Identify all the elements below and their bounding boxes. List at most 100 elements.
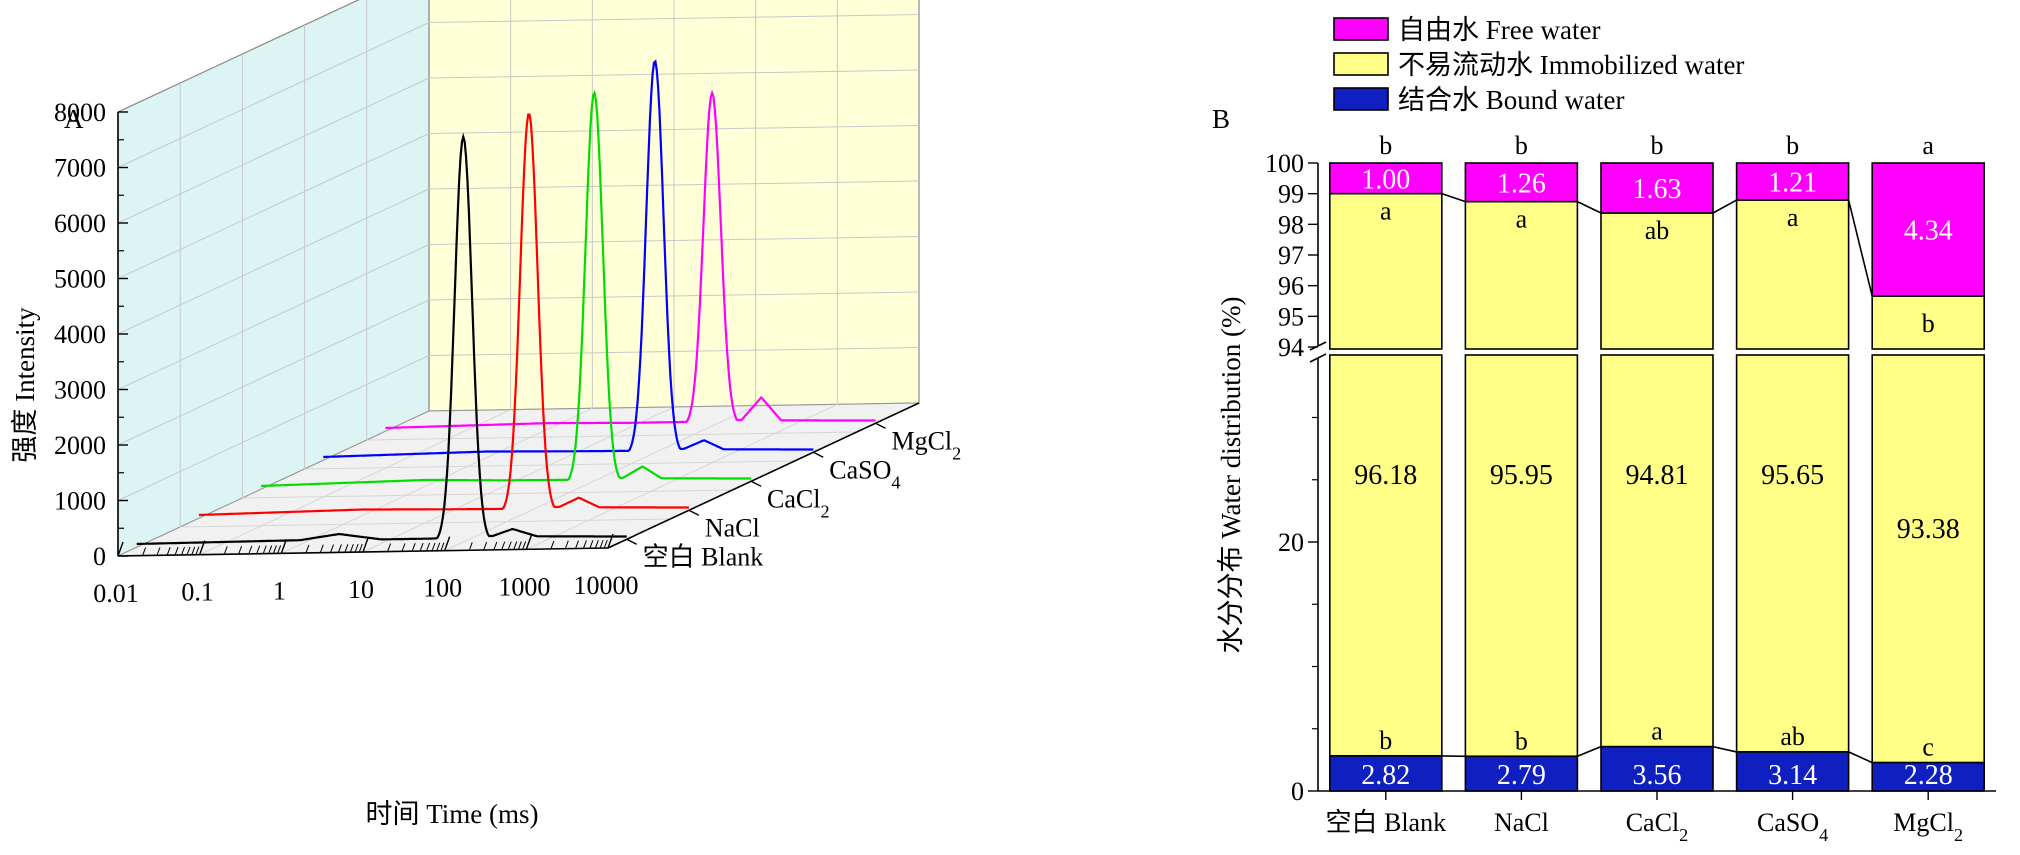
x-minor-tick: [513, 541, 518, 550]
depth-label: CaSO4: [829, 455, 900, 492]
bar-immobilized-lower: [1329, 354, 1443, 757]
floor-depthline: [180, 518, 671, 528]
x-minor-tick: [589, 540, 594, 549]
bar-bound: [1871, 761, 1985, 792]
bar-free: [1464, 162, 1579, 203]
bar-free: [1735, 162, 1850, 201]
bar-free: [1871, 162, 1985, 297]
y-tick-label: 6000: [54, 209, 106, 238]
x-category-label: CaSO4: [1757, 808, 1828, 845]
x-minor-tick: [440, 542, 445, 551]
left-gridline: [117, 77, 430, 224]
y-tick-label: 20: [1278, 528, 1304, 557]
bar-bound: [1329, 755, 1443, 792]
y-tick-label: 96: [1278, 272, 1304, 301]
immobilized-letter: ab: [1645, 216, 1670, 245]
x-minor-tick: [401, 543, 406, 552]
x-minor-tick: [468, 542, 473, 551]
x-minor-tick: [181, 546, 186, 556]
y-axis-title: 水分分布 Water distribution (%): [1216, 296, 1246, 653]
bar-immobilized-lower: [1871, 354, 1985, 764]
x-category-label: MgCl2: [1893, 808, 1963, 845]
y-tick-label: 2000: [54, 431, 106, 460]
immobilized-connector: [1577, 200, 1602, 214]
bound-letter: a: [1651, 717, 1663, 746]
x-minor-tick: [142, 547, 147, 556]
y-tick-label: 0: [1291, 777, 1304, 806]
free-value-label: 1.21: [1768, 168, 1817, 199]
y-tick-label: 99: [1278, 180, 1304, 209]
free-letter: b: [1515, 131, 1528, 160]
bar-free: [1329, 162, 1443, 195]
immobilized-letter: a: [1516, 205, 1528, 234]
x-tick: [444, 536, 451, 551]
x-minor-tick: [305, 544, 310, 554]
left-gridline: [117, 355, 430, 501]
immobilized-value-label: 94.81: [1626, 460, 1689, 491]
x-minor-tick: [358, 543, 363, 553]
x-tick-label: 100: [423, 574, 462, 603]
x-tick-label: 1000: [498, 572, 550, 601]
x-minor-tick: [330, 544, 334, 553]
x-minor-tick: [344, 544, 349, 553]
y-tick-label: 3000: [54, 376, 106, 405]
x-minor-tick: [483, 541, 488, 551]
x-tick: [280, 539, 287, 554]
series-line-3: [323, 59, 814, 459]
immobilized-value-label: 96.18: [1354, 460, 1417, 491]
x-minor-tick: [501, 541, 506, 550]
immobilized-value-label: 95.95: [1490, 460, 1553, 491]
depth-tick: [626, 538, 637, 545]
immobilized-connector: [1712, 199, 1737, 214]
bound-connector: [1848, 751, 1873, 764]
x-category-label: NaCl: [1494, 808, 1549, 837]
x-tick: [117, 541, 124, 557]
x-minor-tick: [349, 544, 354, 553]
series-line-0: [136, 132, 627, 546]
bound-connector: [1577, 745, 1602, 758]
y-axis-title: 强度 Intensity: [10, 307, 40, 463]
bound-value-label: 2.82: [1361, 760, 1410, 791]
bound-letter: b: [1515, 726, 1528, 755]
x-minor-tick: [272, 545, 277, 554]
legend-label: 不易流动水 Immobilized water: [1398, 50, 1744, 80]
bound-letter: ab: [1780, 722, 1805, 751]
depth-tick: [688, 509, 700, 516]
y-tick-label: 100: [1265, 149, 1304, 178]
x-minor-tick: [507, 541, 512, 550]
x-tick: [362, 537, 369, 553]
x-minor-tick: [594, 540, 599, 549]
bar-immobilized-lower: [1600, 354, 1714, 748]
x-minor-tick: [337, 544, 342, 553]
immobilized-value-label: 95.65: [1761, 460, 1824, 491]
bound-value-label: 3.14: [1768, 760, 1817, 791]
y-tick-label: 94: [1278, 333, 1304, 362]
immobilized-letter: b: [1922, 309, 1935, 338]
legend-label: 自由水 Free water: [1398, 15, 1600, 45]
y-tick-label: 0: [93, 542, 106, 571]
x-minor-tick: [156, 547, 161, 556]
free-value-label: 1.26: [1497, 168, 1546, 199]
y-tick-label: 8000: [54, 98, 106, 127]
bound-value-label: 2.79: [1497, 760, 1546, 791]
x-category-label: 空白 Blank: [1325, 808, 1446, 837]
x-minor-tick: [603, 539, 608, 549]
series-line-4: [385, 89, 876, 430]
x-minor-tick: [268, 545, 273, 554]
floor-depthline: [242, 489, 733, 499]
bar-free: [1600, 162, 1714, 214]
y-tick-label: 5000: [54, 265, 106, 294]
floor-depthline: [304, 460, 795, 470]
x-minor-tick: [582, 540, 587, 549]
depth-tick: [750, 480, 762, 487]
x-minor-tick: [262, 545, 267, 554]
panel-label-a: A: [64, 104, 84, 134]
x-minor-tick: [195, 546, 200, 555]
free-letter: b: [1651, 131, 1664, 160]
bar-immobilized-lower: [1735, 354, 1850, 753]
legend-swatch: [1333, 17, 1389, 41]
free-letter: b: [1379, 131, 1392, 160]
series-line-2: [261, 89, 752, 488]
